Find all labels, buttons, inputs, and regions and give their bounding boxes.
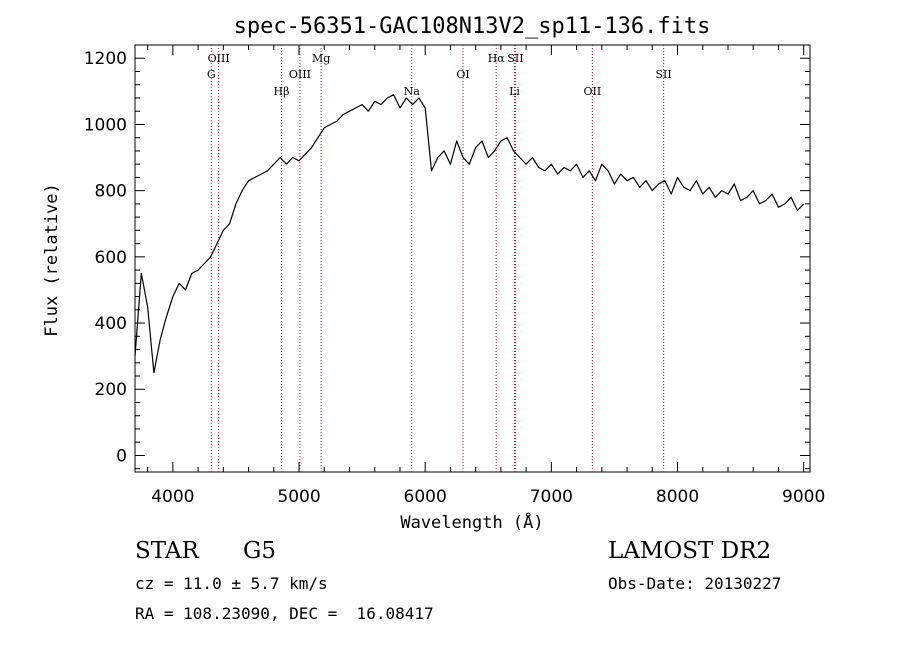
spectral-line-label: G: [207, 68, 216, 81]
spectral-line-label: Hα: [488, 52, 506, 65]
x-tick-label: 4000: [151, 487, 194, 507]
y-tick-label: 1200: [84, 49, 127, 69]
spectral-line-label: OIII: [289, 68, 311, 81]
spectral-line-label: Mg: [312, 52, 330, 65]
y-tick-label: 600: [95, 248, 127, 268]
x-tick-label: 6000: [404, 487, 447, 507]
spectral-line-label: Hβ: [274, 85, 290, 98]
x-axis-label: Wavelength (Å): [400, 511, 543, 533]
coordinates-text: RA = 108.23090, DEC = 16.08417: [135, 604, 434, 623]
x-tick-label: 8000: [656, 487, 699, 507]
survey-name: LAMOST DR2: [608, 538, 772, 564]
y-tick-label: 400: [95, 314, 127, 334]
spectral-line-label: OII: [584, 85, 602, 98]
obs-date-text: Obs-Date: 20130227: [608, 574, 782, 593]
spectral-line-label: OI: [456, 68, 469, 81]
y-tick-label: 800: [95, 182, 127, 202]
object-class: STAR: [135, 538, 199, 564]
spectral-line-label: Li: [509, 85, 520, 98]
redshift-text: cz = 11.0 ± 5.7 km/s: [135, 574, 328, 593]
chart-title: spec-56351-GAC108N13V2_sp11-136.fits: [234, 14, 711, 39]
x-tick-label: 9000: [782, 487, 825, 507]
spectrum-series: [134, 94, 805, 374]
y-axis-label: Flux (relative): [42, 183, 62, 337]
spectral-line-label: OIII: [208, 52, 230, 65]
spectrum-line: [134, 94, 805, 374]
x-tick-label: 7000: [530, 487, 573, 507]
y-tick-label: 200: [95, 380, 127, 400]
axis-ticks: [135, 44, 810, 472]
y-tick-label: 0: [116, 446, 127, 466]
object-subclass: G5: [243, 538, 277, 564]
y-tick-label: 1000: [84, 115, 127, 135]
x-tick-label: 5000: [277, 487, 320, 507]
plot-frame: [134, 44, 811, 473]
tick-labels: 4000 5000 6000 7000 8000 9000 0 200 400 600 800 100…: [84, 49, 826, 507]
spectral-line-label: SII: [507, 52, 523, 65]
spectral-line-label: SII: [656, 68, 672, 81]
spectral-line-label: Na: [404, 85, 421, 98]
